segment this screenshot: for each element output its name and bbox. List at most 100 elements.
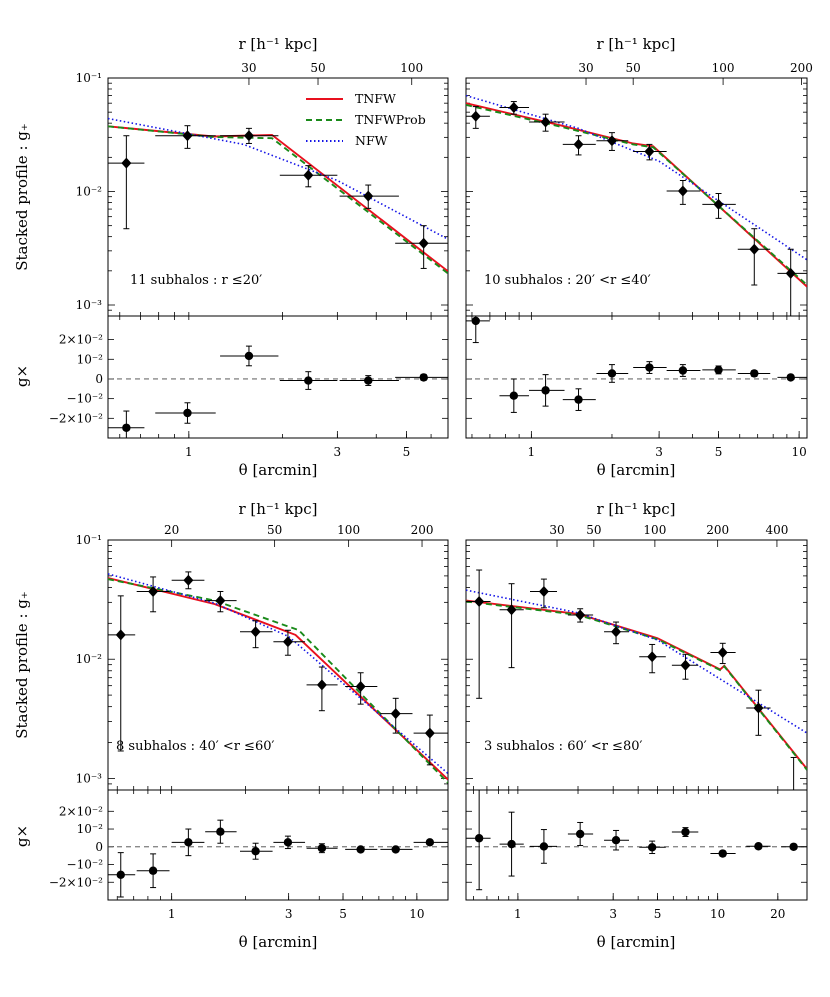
gcross-point bbox=[645, 363, 654, 372]
model-curves bbox=[466, 94, 807, 288]
gplus-point bbox=[390, 708, 401, 720]
top-tick-label: 50 bbox=[586, 523, 601, 537]
gcross-point bbox=[183, 408, 192, 418]
gcross-point bbox=[786, 373, 795, 382]
y-tick-label: 10⁻¹ bbox=[76, 533, 102, 547]
gcross-point bbox=[541, 386, 550, 395]
gplus-point bbox=[183, 574, 194, 586]
gplus-point bbox=[508, 101, 519, 113]
panel-annotation: 10 subhalos : 20′ <r ≤40′ bbox=[484, 273, 651, 288]
gcross-points bbox=[108, 345, 448, 438]
model-nfw bbox=[466, 589, 807, 734]
model-nfw bbox=[108, 117, 448, 240]
x-tick-label: 10 bbox=[710, 907, 725, 921]
gcross-point bbox=[611, 836, 621, 845]
gplus-point bbox=[418, 237, 429, 249]
gcross-point bbox=[718, 849, 727, 858]
gcross-point bbox=[317, 843, 327, 853]
gcross-point bbox=[474, 834, 484, 843]
gcross-point bbox=[647, 843, 657, 852]
top-tick-label: 200 bbox=[411, 523, 434, 537]
gplus-axes: 10⁻¹ 10⁻² 10⁻³ 30 50 100 bbox=[76, 61, 449, 317]
gcross-frame bbox=[107, 789, 449, 901]
top-tick-label: 20 bbox=[164, 523, 179, 537]
top-tick-label: 200 bbox=[790, 61, 813, 75]
top-tick-label: 100 bbox=[337, 523, 360, 537]
gx-tick-label: 0 bbox=[95, 840, 103, 854]
gplus-point bbox=[540, 116, 551, 128]
gplus-point bbox=[606, 135, 617, 147]
gplus-points bbox=[108, 125, 448, 269]
gplus-point bbox=[717, 646, 728, 658]
gplus-points bbox=[108, 571, 448, 766]
gplus-point bbox=[243, 130, 254, 142]
y-tick-label: 10⁻² bbox=[76, 185, 103, 199]
model-nfw bbox=[108, 573, 448, 775]
model-curves bbox=[466, 589, 807, 771]
gcross-frame bbox=[465, 789, 808, 901]
x-tick-label: 1 bbox=[528, 445, 536, 459]
x-axis-label: θ [arcmin] bbox=[239, 461, 318, 479]
gplus-point bbox=[793, 789, 794, 790]
top-tick-label: 30 bbox=[578, 61, 593, 75]
gplus-point bbox=[215, 595, 226, 607]
gcross-point bbox=[754, 842, 763, 851]
gplus-point bbox=[575, 609, 586, 621]
top-tick-label: 30 bbox=[241, 61, 256, 75]
top-tick-label: 100 bbox=[643, 523, 666, 537]
gcross-point bbox=[425, 838, 435, 847]
gplus-point bbox=[470, 110, 481, 122]
gx-tick-label: 10⁻² bbox=[77, 822, 104, 836]
gx-tick-label: 10⁻² bbox=[77, 352, 104, 366]
top-tick-label: 400 bbox=[765, 523, 788, 537]
gx-tick-label: 2×10⁻² bbox=[59, 333, 103, 347]
panel-3-subhalos: 30 50 100 200 400 1 3 5 10 20 3 subhalos : 60′ <… bbox=[465, 500, 808, 951]
panel-annotation: 11 subhalos : r ≤20′ bbox=[130, 273, 262, 288]
gcross-point bbox=[507, 839, 516, 849]
gcross-point bbox=[678, 366, 688, 375]
x-tick-label: 20 bbox=[770, 907, 785, 921]
gcross-point bbox=[356, 845, 365, 854]
gcross-point bbox=[714, 365, 723, 375]
y-axis-label-gcross: g× bbox=[13, 365, 31, 387]
gplus-point bbox=[573, 138, 584, 150]
panel-11-subhalos: 10⁻¹ 10⁻² 10⁻³ 30 50 100 1 3 5 2×10⁻² 10⁻² 0 −10⁻² −… bbox=[13, 35, 449, 479]
legend-label-tnfwprob: TNFWProb bbox=[355, 112, 426, 127]
model-tnfwprob bbox=[108, 125, 448, 275]
gx-tick-label: 0 bbox=[95, 372, 103, 386]
x-axis-label: θ [arcmin] bbox=[597, 933, 676, 951]
gcross-point bbox=[539, 842, 549, 851]
gcross-point bbox=[750, 369, 759, 378]
gcross-point bbox=[471, 316, 480, 326]
gx-tick-label: −10⁻² bbox=[67, 392, 104, 406]
gcross-point bbox=[419, 373, 428, 382]
gx-tick-label: −2×10⁻² bbox=[49, 411, 103, 425]
top-axis-label: r [h⁻¹ kpc] bbox=[238, 35, 317, 53]
gcross-point bbox=[184, 838, 193, 847]
gplus-point bbox=[538, 585, 549, 597]
top-axis-label: r [h⁻¹ kpc] bbox=[596, 35, 675, 53]
legend: TNFW TNFWProb NFW bbox=[306, 91, 426, 148]
panel-10-subhalos: 30 50 100 200 1 3 5 10 10 subhalos : 20′ <r ≤4… bbox=[465, 35, 813, 479]
gplus-point bbox=[303, 169, 314, 181]
top-tick-label: 100 bbox=[400, 61, 423, 75]
x-tick-label: 1 bbox=[185, 445, 193, 459]
x-tick-label: 10 bbox=[409, 907, 424, 921]
model-nfw bbox=[466, 94, 807, 261]
gcross-point bbox=[116, 870, 125, 880]
gcross-points bbox=[466, 316, 807, 413]
x-axis-label: θ [arcmin] bbox=[239, 933, 318, 951]
gx-tick-label: −2×10⁻² bbox=[49, 875, 103, 889]
gplus-point bbox=[148, 585, 159, 597]
gx-tick-label: −10⁻² bbox=[67, 858, 104, 872]
y-tick-label: 10⁻³ bbox=[76, 771, 103, 785]
panel-annotation: 3 subhalos : 60′ <r ≤80′ bbox=[484, 739, 642, 754]
gplus-point bbox=[680, 659, 691, 671]
gplus-point bbox=[121, 157, 132, 169]
gcross-axes: 1 3 5 10 2×10⁻² 10⁻² 0 −10⁻² −2×10⁻² bbox=[49, 789, 449, 921]
top-tick-label: 50 bbox=[310, 61, 325, 75]
gplus-point bbox=[506, 604, 517, 616]
x-tick-label: 5 bbox=[339, 907, 347, 921]
gplus-axes: 30 50 100 200 bbox=[465, 61, 813, 317]
